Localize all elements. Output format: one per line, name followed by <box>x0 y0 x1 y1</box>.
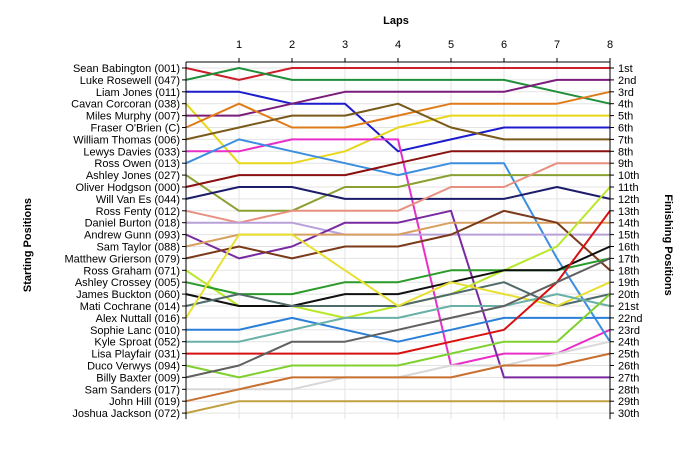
finishing-label: 12th <box>618 194 639 206</box>
finishing-label: 22nd <box>618 313 642 325</box>
series-line <box>185 138 611 343</box>
starting-label: Mati Cochrane (014) <box>80 301 180 313</box>
finishing-label: 17th <box>618 253 639 265</box>
finishing-label: 25th <box>618 349 639 361</box>
series-line <box>185 352 611 403</box>
starting-label: Sean Babington (001) <box>73 63 180 75</box>
series-line <box>185 67 610 81</box>
finishing-label: 18th <box>618 265 639 277</box>
finishing-label: 3rd <box>618 87 634 99</box>
series-line <box>185 400 610 415</box>
finishing-label: 23rd <box>618 325 640 337</box>
finishing-label: 21st <box>618 301 639 313</box>
series-line <box>185 245 611 307</box>
starting-label: Ashley Jones (027) <box>86 170 180 182</box>
starting-label: Sam Sanders (017) <box>85 384 180 396</box>
finishing-label: 27th <box>618 372 639 384</box>
starting-label: Matthew Grierson (079) <box>64 253 180 265</box>
finishing-label: 16th <box>618 242 639 254</box>
starting-label: Miles Murphy (007) <box>86 111 180 123</box>
lap-tick-label: 4 <box>395 39 401 51</box>
starting-label: Kyle Sproat (052) <box>94 337 180 349</box>
finishing-label: 28th <box>618 384 639 396</box>
finishing-label: 19th <box>618 277 639 289</box>
starting-label: Alex Nuttall (016) <box>96 313 180 325</box>
lap-tick-label: 1 <box>236 39 242 51</box>
series-line <box>185 209 610 379</box>
finishing-label: 24th <box>618 337 639 349</box>
series-line <box>185 293 611 379</box>
lap-tick-labels: 1 2 3 4 5 6 7 8 <box>236 39 613 51</box>
series-lines <box>185 67 611 415</box>
finishing-label: 7th <box>618 134 633 146</box>
finishing-label: 2nd <box>618 75 636 87</box>
finishing-label: 15th <box>618 230 639 242</box>
finishing-label: 1st <box>618 63 633 75</box>
finishing-label: 10th <box>618 170 639 182</box>
finishing-label: 5th <box>618 111 633 123</box>
series-line <box>186 210 611 355</box>
starting-label: Lewys Davies (033) <box>83 146 180 158</box>
starting-label: Ashley Crossey (005) <box>75 277 180 289</box>
series-line <box>186 90 610 153</box>
x-axis-label: Laps <box>383 15 409 27</box>
finishing-label: 8th <box>618 146 633 158</box>
finishing-label: 30th <box>618 408 639 420</box>
lap-tick-label: 6 <box>501 39 507 51</box>
lap-tick-label: 2 <box>289 39 295 51</box>
starting-label: Ross Graham (071) <box>83 265 180 277</box>
starting-label: Joshua Jackson (072) <box>72 408 180 420</box>
lap-tick-label: 3 <box>342 39 348 51</box>
finishing-label: 4th <box>618 99 633 111</box>
finishing-label: 6th <box>618 123 633 135</box>
finishing-label: 26th <box>618 361 639 373</box>
finishing-label: 20th <box>618 289 639 301</box>
lap-tick-label: 8 <box>607 39 613 51</box>
series-line <box>185 90 611 129</box>
series-line <box>185 150 610 188</box>
starting-label: Sophie Lanc (010) <box>90 325 180 337</box>
y2-axis-label: Finishing Positions <box>662 194 674 295</box>
finishing-label: 11th <box>618 182 639 194</box>
starting-label: Ross Owen (013) <box>94 158 180 170</box>
lap-tick-label: 5 <box>448 39 454 51</box>
finishing-label: 14th <box>618 218 639 230</box>
y-axis-label: Starting Positions <box>22 198 34 292</box>
starting-label: John Hill (019) <box>109 396 180 408</box>
lap-tick-label: 7 <box>554 39 560 51</box>
starting-label: Duco Verwys (094) <box>87 361 180 373</box>
starting-label: Ross Fenty (012) <box>96 206 180 218</box>
finishing-position-labels: 1st2nd3rd4th5th6th7th8th9th10th11th12th1… <box>618 63 642 420</box>
starting-position-labels: Sean Babington (001)Luke Rosewell (047)L… <box>64 63 180 420</box>
starting-label: Daniel Burton (018) <box>85 218 180 230</box>
finishing-label: 29th <box>618 396 639 408</box>
finishing-label: 9th <box>618 158 633 170</box>
starting-label: Liam Jones (011) <box>96 87 180 99</box>
series-line <box>186 316 610 343</box>
axes <box>182 58 614 420</box>
series-line <box>185 257 611 379</box>
series-line <box>185 162 610 224</box>
starting-label: James Buckton (060) <box>76 289 180 301</box>
starting-label: Andrew Gunn (093) <box>84 230 180 242</box>
starting-label: Lisa Playfair (031) <box>91 349 180 361</box>
starting-label: Fraser O'Brien (C) <box>91 123 181 135</box>
starting-label: Sam Taylor (088) <box>96 242 180 254</box>
series-line <box>185 233 611 319</box>
starting-label: Oliver Hodgson (000) <box>75 182 180 194</box>
series-line <box>185 103 610 165</box>
starting-label: William Thomas (006) <box>73 134 180 146</box>
series-line <box>185 174 610 212</box>
series-line <box>185 186 611 200</box>
series-line <box>185 209 611 272</box>
starting-label: Billy Baxter (009) <box>96 372 180 384</box>
starting-label: Cavan Corcoran (038) <box>71 99 180 111</box>
starting-label: Will Van Es (044) <box>96 194 180 206</box>
series-line <box>185 102 610 141</box>
series-line <box>185 67 611 105</box>
finishing-label: 13th <box>618 206 639 218</box>
series-line <box>186 138 611 367</box>
starting-label: Luke Rosewell (047) <box>80 75 180 87</box>
